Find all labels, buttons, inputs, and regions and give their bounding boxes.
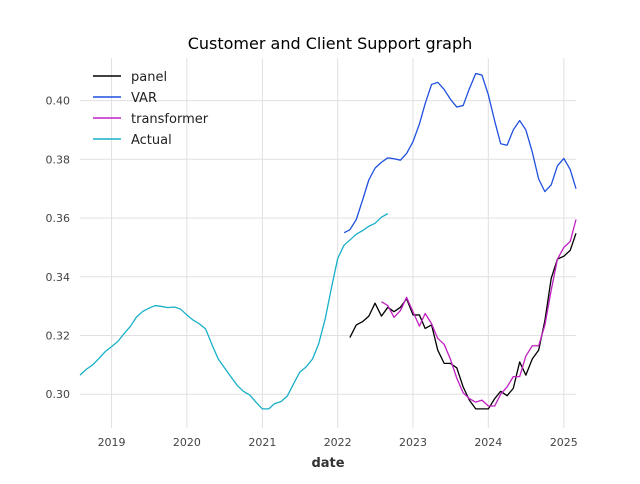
y-tick-label: 0.30 <box>46 388 71 401</box>
y-axis-ticks: 0.30 0.32 0.34 0.36 0.38 0.40 <box>46 95 71 402</box>
legend-label: Actual <box>131 133 172 148</box>
x-axis-ticks: 2019 2020 2021 2022 2023 2024 2025 <box>98 436 578 449</box>
series-line-panel <box>349 233 577 410</box>
series-line-actual <box>79 213 389 410</box>
x-tick-label: 2022 <box>324 436 352 449</box>
series-line-transformer <box>381 219 577 407</box>
grid <box>80 58 576 428</box>
x-tick-label: 2019 <box>98 436 126 449</box>
y-tick-label: 0.40 <box>46 95 71 108</box>
y-tick-label: 0.32 <box>46 330 71 343</box>
x-tick-label: 2025 <box>550 436 578 449</box>
y-tick-label: 0.36 <box>46 212 71 225</box>
legend-label: transformer <box>131 112 209 127</box>
x-tick-label: 2020 <box>173 436 201 449</box>
x-axis-label: date <box>311 456 344 471</box>
series-lines <box>79 72 577 410</box>
x-tick-label: 2023 <box>399 436 427 449</box>
legend: panel VAR transformer Actual <box>93 70 209 148</box>
x-tick-label: 2021 <box>248 436 276 449</box>
y-tick-label: 0.34 <box>46 271 71 284</box>
series-line-var <box>343 72 577 234</box>
chart-title: Customer and Client Support graph <box>188 34 473 53</box>
y-tick-label: 0.38 <box>46 153 71 166</box>
legend-label: panel <box>131 70 167 85</box>
legend-label: VAR <box>131 91 157 106</box>
x-tick-label: 2024 <box>474 436 502 449</box>
